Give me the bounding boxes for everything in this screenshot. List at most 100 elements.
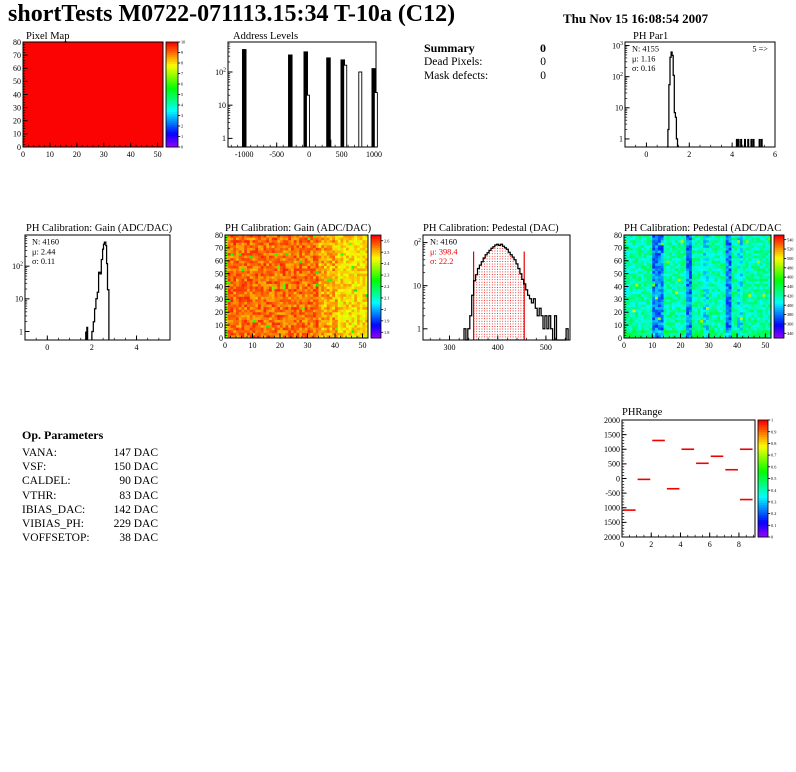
- svg-text:340: 340: [787, 331, 793, 336]
- svg-text:50: 50: [154, 150, 162, 159]
- svg-text:102: 102: [612, 72, 623, 81]
- op-parameters-title: Op. Parameters: [22, 428, 104, 442]
- svg-text:10: 10: [46, 150, 54, 159]
- ibias-dac-label: IBIAS_DAC:: [22, 503, 86, 516]
- svg-text:2.1: 2.1: [384, 296, 389, 301]
- op-param-row-ibias-dac: IBIAS_DAC: 142 DAC: [22, 503, 158, 517]
- svg-text:20: 20: [677, 341, 685, 350]
- svg-text:500: 500: [336, 150, 348, 159]
- svg-text:7: 7: [181, 71, 184, 76]
- svg-text:10: 10: [218, 101, 226, 110]
- op-param-row-vana: VANA: 147 DAC: [22, 446, 158, 460]
- svg-text:380: 380: [787, 312, 793, 317]
- vana-value: 147 DAC: [113, 447, 158, 459]
- svg-text:480: 480: [787, 265, 793, 270]
- timestamp: Thu Nov 15 16:08:54 2007: [563, 11, 709, 26]
- svg-text:σ: 0.16: σ: 0.16: [632, 64, 655, 73]
- vthr-label: VTHR:: [22, 489, 57, 502]
- svg-text:80: 80: [13, 38, 21, 47]
- svg-text:0: 0: [45, 343, 49, 352]
- summary-total-value: 0: [540, 41, 546, 55]
- vibias-ph-value: 229 DAC: [113, 518, 158, 531]
- svg-text:102: 102: [215, 67, 226, 76]
- vthr-value: 83 DAC: [119, 489, 158, 502]
- svg-text:σ: 0.11: σ: 0.11: [32, 257, 55, 266]
- pedestal-map-svg: PH Calibration: Pedestal (ADC/DAC 0 10 20 30…: [614, 223, 793, 350]
- address-levels-plot: Address Levels -1000 -500 0 500 1000 1 10 102: [205, 28, 403, 162]
- dead-pixels-value: 0: [540, 56, 546, 69]
- svg-text:8: 8: [181, 61, 183, 66]
- svg-text:103: 103: [612, 41, 623, 50]
- svg-text:70: 70: [215, 244, 223, 253]
- svg-text:20: 20: [614, 308, 622, 317]
- svg-text:N: 4155: N: 4155: [632, 45, 659, 54]
- pixel-map-plot: Pixel Map 0 10 20 30 40 50 0 10 20 30 40 50 60 70 80 10 9…: [2, 28, 205, 162]
- svg-text:μ: 2.44: μ: 2.44: [32, 247, 56, 256]
- ibias-dac-value: 142 DAC: [113, 503, 158, 516]
- svg-text:σ: 22.2: σ: 22.2: [430, 257, 453, 266]
- svg-text:40: 40: [331, 341, 339, 350]
- voffsetop-value: 38 DAC: [119, 532, 158, 545]
- page-title: shortTests M0722-071113.15:34 T-10a (C12…: [8, 1, 456, 27]
- caldel-value: 90 DAC: [119, 475, 158, 488]
- mask-defects-label: Mask defects:: [424, 70, 489, 83]
- svg-text:2.6: 2.6: [384, 238, 390, 243]
- svg-text:70: 70: [614, 244, 622, 253]
- svg-text:N: 4160: N: 4160: [32, 238, 59, 247]
- gain-map-plot: PH Calibration: Gain (ADC/DAC) 0 10 20 30 40 5…: [213, 216, 400, 358]
- svg-text:40: 40: [127, 150, 135, 159]
- svg-text:5: 5: [181, 92, 183, 97]
- svg-text:PHRange: PHRange: [622, 407, 663, 418]
- svg-text:Pixel Map: Pixel Map: [26, 31, 69, 42]
- svg-text:6: 6: [773, 150, 777, 159]
- svg-text:PH Calibration: Gain (ADC/DAC): PH Calibration: Gain (ADC/DAC): [26, 223, 173, 234]
- svg-text:60: 60: [13, 64, 21, 73]
- vana-label: VANA:: [22, 447, 57, 459]
- dead-pixels-label: Dead Pixels:: [424, 56, 483, 69]
- svg-text:1.9: 1.9: [384, 318, 389, 323]
- svg-text:10: 10: [181, 40, 185, 45]
- svg-text:80: 80: [614, 231, 622, 240]
- svg-text:10: 10: [648, 341, 656, 350]
- svg-text:40: 40: [13, 90, 21, 99]
- pedestal-map-plot: PH Calibration: Pedestal (ADC/DAC 0 10 20 30…: [613, 216, 796, 358]
- svg-text:40: 40: [215, 282, 223, 291]
- svg-text:500: 500: [787, 256, 793, 261]
- address-levels-svg: Address Levels -1000 -500 0 500 1000 1 10 102: [215, 31, 382, 159]
- svg-text:1: 1: [417, 325, 421, 334]
- svg-text:1: 1: [222, 134, 226, 143]
- svg-text:540: 540: [787, 237, 793, 242]
- gain-histogram-plot: PH Calibration: Gain (ADC/DAC) 0 2 4 1 10 102 N…: [2, 216, 207, 358]
- svg-text:30: 30: [705, 341, 713, 350]
- svg-text:102: 102: [12, 262, 23, 271]
- svg-text:2: 2: [90, 343, 94, 352]
- ph-par1-plot: PH Par1 0 2 4 6 1 10 102 103 N: 4155 μ: 1.16 σ: 0.1…: [610, 28, 796, 162]
- vsf-label: VSF:: [22, 461, 47, 474]
- svg-text:300: 300: [444, 343, 456, 352]
- svg-text:2: 2: [181, 124, 183, 129]
- svg-text:2.4: 2.4: [384, 261, 390, 266]
- svg-text:80: 80: [215, 231, 223, 240]
- svg-text:0: 0: [622, 341, 626, 350]
- svg-text:1.8: 1.8: [384, 330, 389, 335]
- svg-text:20: 20: [73, 150, 81, 159]
- vibias-ph-label: VIBIAS_PH:: [22, 518, 84, 531]
- svg-text:1: 1: [619, 135, 623, 144]
- svg-text:10: 10: [15, 295, 23, 304]
- op-param-row-caldel: CALDEL: 90 DAC: [22, 474, 158, 488]
- svg-text:PH Calibration: Pedestal (DAC): PH Calibration: Pedestal (DAC): [423, 223, 559, 234]
- svg-text:400: 400: [787, 303, 793, 308]
- svg-text:20: 20: [215, 308, 223, 317]
- svg-text:1: 1: [181, 134, 183, 139]
- svg-text:4: 4: [135, 343, 139, 352]
- svg-text:0: 0: [21, 150, 25, 159]
- summary-row-mask-defects: Mask defects: 0: [424, 69, 546, 83]
- svg-text:PH Par1: PH Par1: [633, 31, 668, 42]
- gain-map-svg: PH Calibration: Gain (ADC/DAC)0 10 20 30 40 5…: [215, 223, 390, 350]
- caldel-label: CALDEL:: [22, 475, 71, 488]
- svg-text:30: 30: [215, 295, 223, 304]
- op-parameters-block: Op. Parameters VANA: 147 DAC VSF: 150 DA…: [22, 428, 158, 545]
- svg-text:2: 2: [649, 540, 653, 549]
